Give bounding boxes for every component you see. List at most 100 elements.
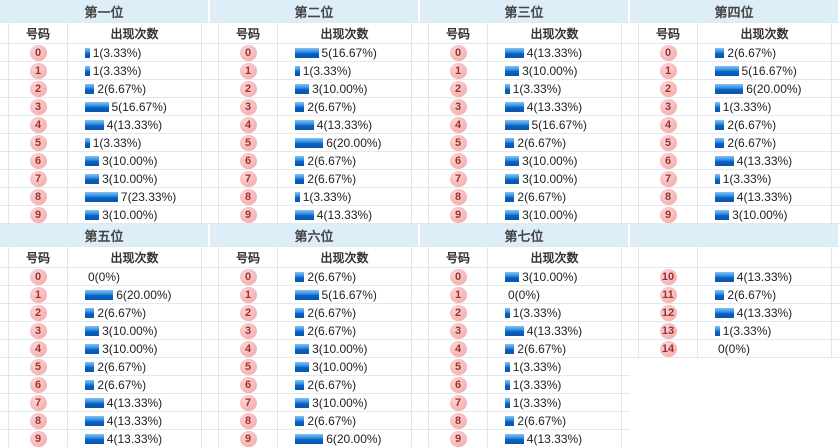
frequency-bar [85, 307, 95, 318]
count-label: 1(3.33%) [512, 81, 562, 96]
frequency-bar [715, 155, 734, 166]
count-label: 1(3.33%) [512, 359, 562, 374]
count-cell: 4(13.33%) [67, 412, 202, 430]
spacer-cell [202, 430, 210, 447]
spacer-cell [420, 134, 428, 152]
count-label: 0(0%) [718, 341, 751, 356]
number-cell: 8 [218, 412, 277, 430]
count-cell: 4(13.33%) [67, 430, 202, 447]
spacer-cell [420, 116, 428, 134]
count-label: 3(10.00%) [312, 81, 368, 96]
number-cell: 3 [218, 322, 277, 340]
spacer-cell [420, 268, 428, 286]
number-badge: 5 [449, 134, 467, 151]
count-label: 6(20.00%) [326, 135, 382, 150]
number-cell: 2 [8, 80, 67, 98]
number-badge: 2 [29, 304, 47, 321]
count-label: 2(6.67%) [307, 323, 357, 338]
number-badge: 3 [29, 98, 47, 115]
frequency-bar [295, 289, 319, 300]
frequency-bar [85, 289, 114, 300]
number-badge: 9 [659, 206, 677, 223]
number-badge: 7 [659, 170, 677, 187]
count-cell: 4(13.33%) [277, 206, 412, 224]
position-section: 10 4(13.33%) 11 2(6.67%) 12 [630, 224, 840, 447]
count-label: 3(10.00%) [522, 171, 578, 186]
stat-row: 4 3(10.00%) [0, 340, 210, 358]
number-badge: 9 [29, 430, 47, 447]
number-col-header: 号码 [428, 247, 487, 268]
column-header-row: 号码 出现次数 [630, 23, 840, 44]
number-cell: 6 [638, 152, 697, 170]
number-badge: 0 [449, 44, 467, 61]
number-cell: 6 [8, 152, 67, 170]
count-col-header: 出现次数 [67, 23, 202, 44]
count-label: 7(23.33%) [120, 189, 177, 204]
spacer-cell [630, 80, 638, 98]
number-cell: 3 [428, 322, 487, 340]
spacer-cell [630, 44, 638, 62]
spacer-cell [202, 170, 210, 188]
number-badge: 0 [449, 268, 467, 285]
number-badge: 0 [239, 44, 257, 61]
spacer-cell [412, 188, 420, 206]
spacer-cell [210, 286, 218, 304]
count-label: 4(13.33%) [106, 117, 163, 132]
spacer-cell [630, 247, 638, 268]
spacer-cell [0, 430, 8, 447]
frequency-bar [715, 173, 720, 184]
count-cell: 2(6.67%) [277, 98, 412, 116]
spacer-cell [210, 170, 218, 188]
stat-row: 2 1(3.33%) [420, 80, 630, 98]
count-label: 4(13.33%) [316, 117, 373, 132]
frequency-bar [505, 209, 520, 220]
spacer-cell [210, 206, 218, 224]
count-cell: 1(3.33%) [277, 62, 412, 80]
spacer-cell [210, 98, 218, 116]
spacer-cell [0, 62, 8, 80]
spacer-cell [420, 358, 428, 376]
spacer-cell [412, 152, 420, 170]
stat-row: 9 3(10.00%) [420, 206, 630, 224]
stat-row: 4 4(13.33%) [210, 116, 420, 134]
number-badge: 9 [449, 430, 467, 447]
frequency-bar [295, 433, 324, 444]
column-header-row: 号码 出现次数 [0, 23, 210, 44]
frequency-bar [295, 361, 310, 372]
frequency-bar [295, 101, 305, 112]
stat-row: 6 3(10.00%) [0, 152, 210, 170]
spacer-cell [630, 286, 638, 304]
count-cell: 4(13.33%) [697, 188, 832, 206]
number-badge: 3 [239, 98, 257, 115]
frequency-bar [295, 119, 314, 130]
spacer-cell [412, 268, 420, 286]
count-label: 3(10.00%) [102, 153, 158, 168]
spacer-cell [420, 80, 428, 98]
spacer-cell [210, 44, 218, 62]
stat-row: 8 1(3.33%) [210, 188, 420, 206]
spacer-cell [412, 206, 420, 224]
frequency-bar [85, 379, 95, 390]
spacer-cell [210, 340, 218, 358]
spacer-cell [622, 247, 630, 268]
number-cell: 0 [218, 268, 277, 286]
count-cell: 2(6.67%) [277, 152, 412, 170]
number-col-header: 号码 [428, 23, 487, 44]
count-cell: 3(10.00%) [277, 340, 412, 358]
count-label: 4(13.33%) [736, 269, 793, 284]
frequency-bar [715, 83, 744, 94]
count-cell: 3(10.00%) [487, 152, 622, 170]
spacer-cell [0, 44, 8, 62]
count-label: 2(6.67%) [97, 377, 147, 392]
spacer-cell [0, 376, 8, 394]
number-cell: 7 [8, 394, 67, 412]
number-badge: 1 [29, 286, 47, 303]
frequency-bar [85, 191, 118, 202]
count-cell: 5(16.67%) [487, 116, 622, 134]
number-cell: 2 [8, 304, 67, 322]
count-cell: 2(6.67%) [67, 304, 202, 322]
spacer-cell [202, 376, 210, 394]
spacer-cell [832, 304, 840, 322]
spacer-cell [832, 247, 840, 268]
position-section: 第七位 号码 出现次数 0 3(10.00%) 1 0(0%) [420, 224, 630, 447]
